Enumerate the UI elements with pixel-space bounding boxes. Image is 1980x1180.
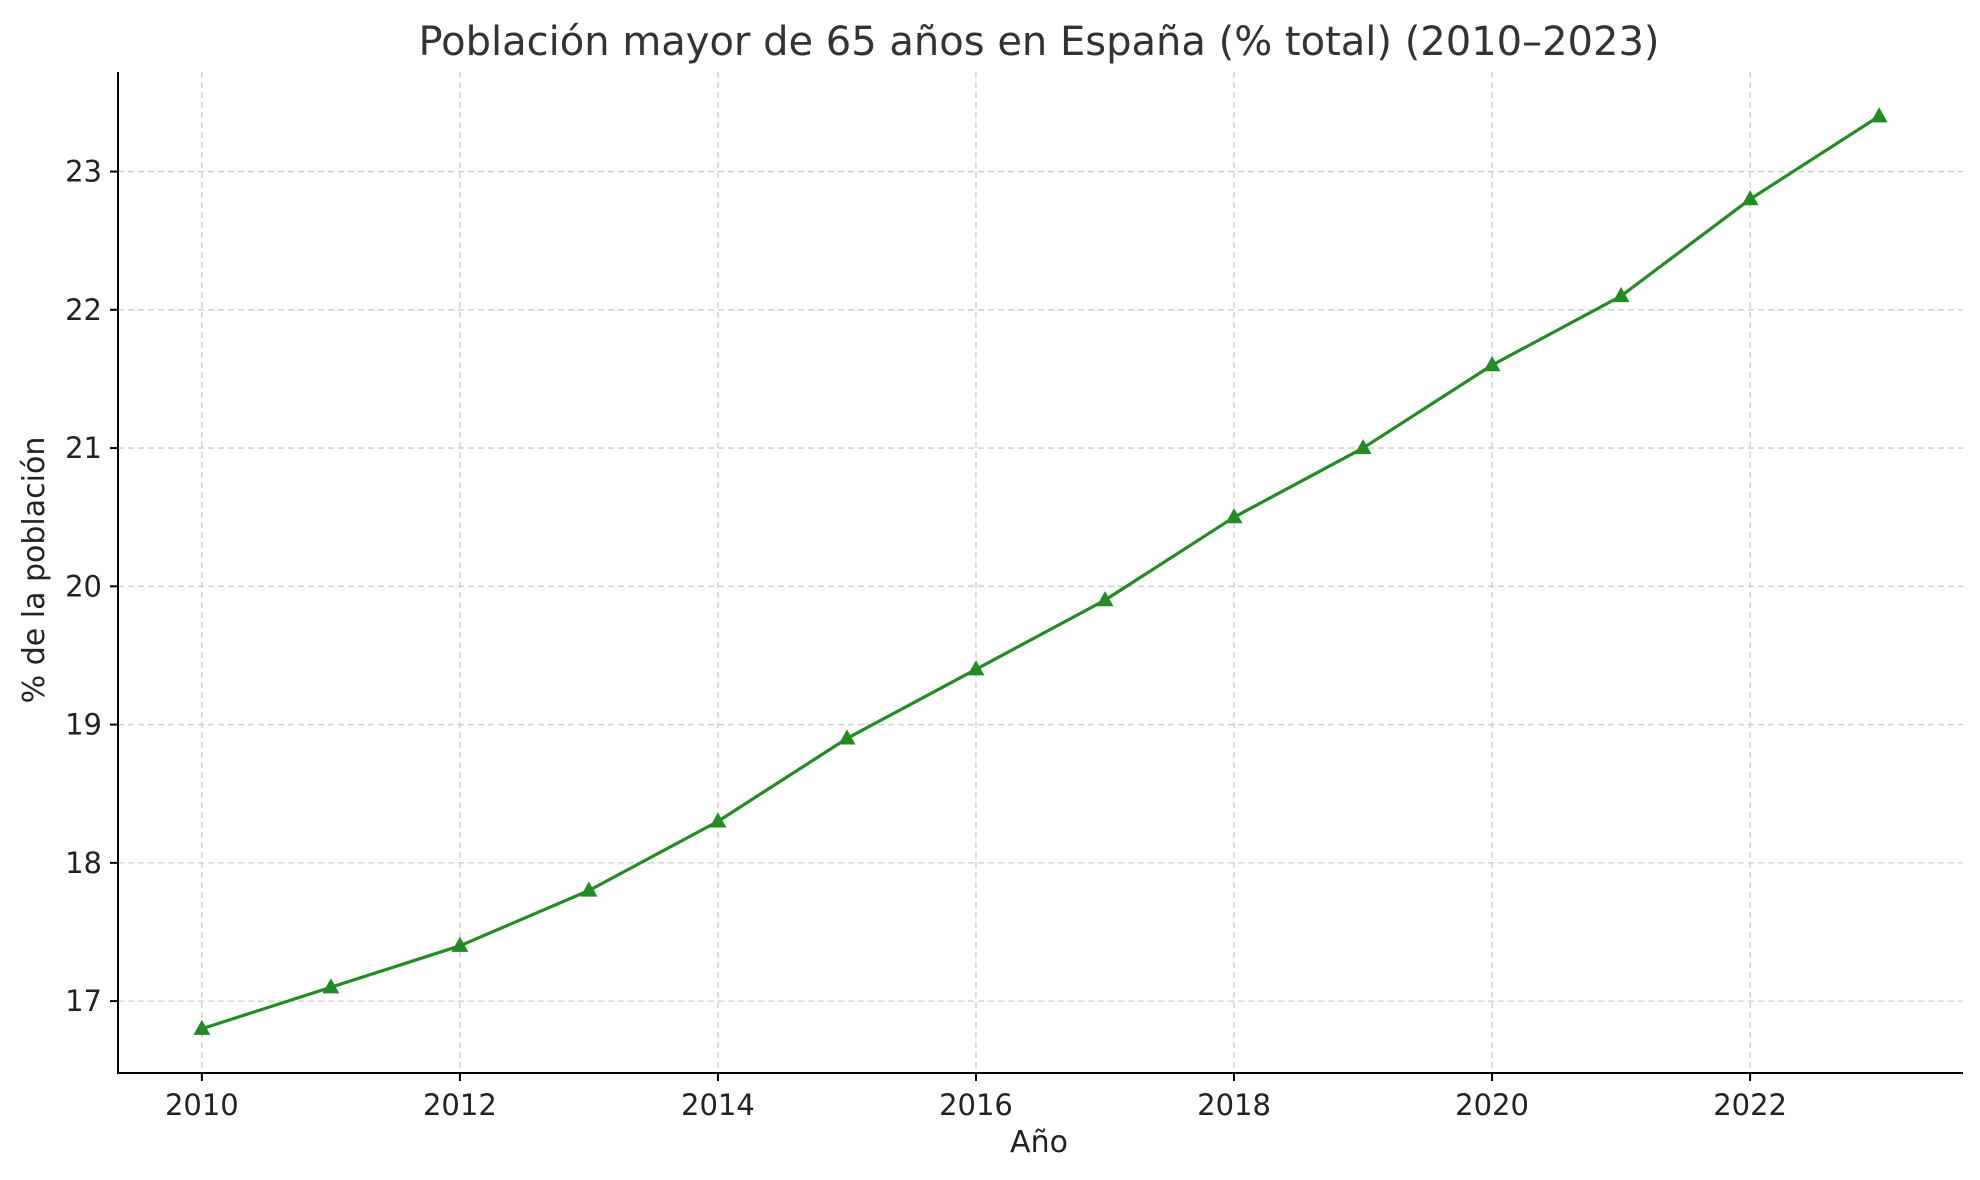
chart-title: Población mayor de 65 años en España (% …	[418, 19, 1659, 65]
data-point-marker	[1225, 508, 1243, 524]
y-tick-label: 18	[65, 846, 102, 880]
series-line	[201, 114, 1881, 1031]
x-tick-label: 2012	[423, 1088, 497, 1122]
data-point-marker	[967, 660, 985, 676]
data-point-marker	[1612, 286, 1630, 303]
x-tick-label: 2018	[1197, 1088, 1271, 1122]
data-point-marker	[1096, 591, 1114, 607]
data-point-marker	[1870, 107, 1888, 123]
y-tick-label: 17	[65, 984, 102, 1018]
data-point-marker	[709, 812, 727, 828]
x-tick-label: 2020	[1455, 1088, 1529, 1122]
data-point-marker	[1483, 356, 1501, 372]
x-tick-label: 2014	[681, 1088, 755, 1122]
x-tick-label: 2016	[939, 1088, 1013, 1122]
data-point-marker	[193, 1019, 211, 1035]
y-tick-label: 19	[65, 708, 102, 742]
data-point-marker	[322, 978, 340, 994]
series-layer	[193, 107, 1888, 1035]
x-tick-label: 2022	[1713, 1088, 1787, 1122]
grid	[118, 72, 1963, 1073]
x-tick-label: 2010	[165, 1088, 239, 1122]
axis-ticks: 2010 2012 2014 2016 2018 2020 2022 17 18 19 20 21 22…	[65, 155, 1787, 1122]
data-point-marker	[1741, 190, 1759, 206]
y-tick-label: 20	[65, 569, 102, 603]
data-point-marker	[1354, 439, 1372, 455]
x-axis-label: Año	[1010, 1125, 1068, 1160]
y-tick-label: 22	[65, 293, 102, 327]
y-tick-label: 21	[65, 431, 102, 465]
data-point-marker	[580, 881, 598, 897]
data-point-marker	[838, 729, 856, 745]
y-tick-label: 23	[65, 155, 102, 189]
data-point-marker	[451, 936, 469, 952]
y-axis-label: % de la población	[17, 437, 52, 704]
